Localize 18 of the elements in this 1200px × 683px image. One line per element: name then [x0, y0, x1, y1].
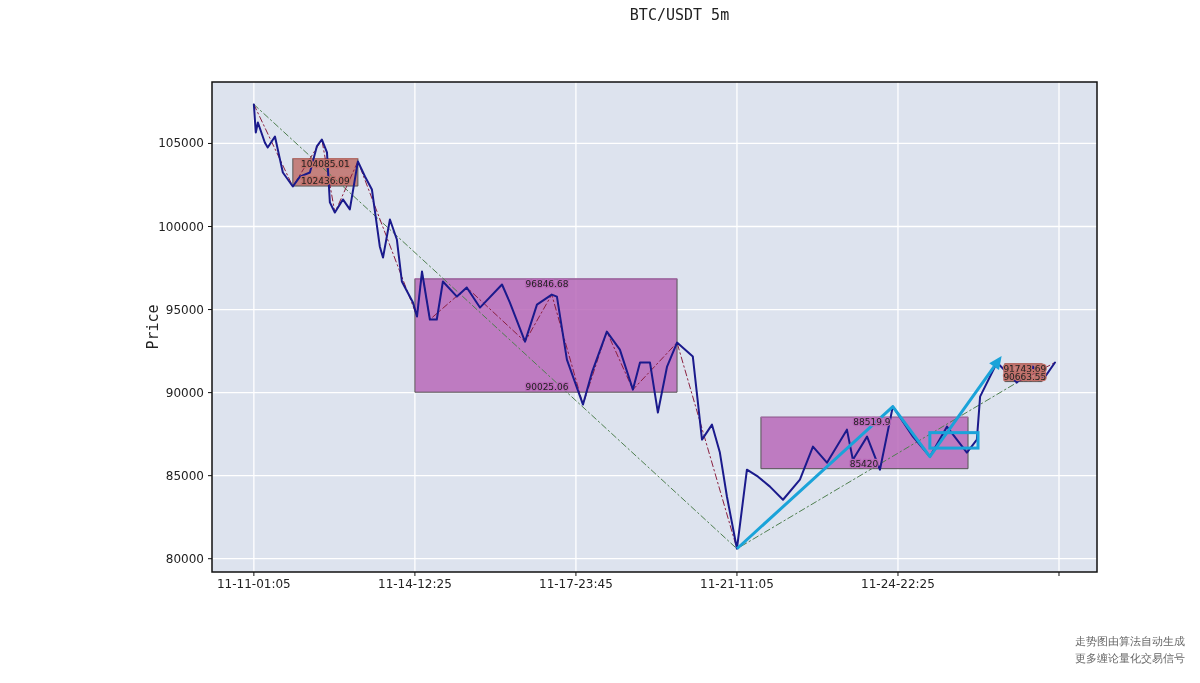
text: 走势图由算法自动生成 — [1075, 635, 1185, 648]
annotation: 96846.68 — [525, 278, 569, 289]
x-tick-label: 11-21-11:05 — [700, 577, 774, 591]
x-tick-label: 11-11-01:05 — [216, 577, 291, 591]
x-tick-label: 11-17-23:45 — [539, 577, 613, 591]
y-tick-label: 85000 — [165, 468, 204, 483]
y-tick-label: 90000 — [165, 385, 204, 400]
x-tick-label: 11-14-12:25 — [378, 577, 452, 591]
annotation: 85420 — [849, 458, 879, 469]
y-tick-label: 100000 — [158, 219, 204, 234]
y-axis-title: Price — [144, 304, 162, 350]
y-tick-label: 105000 — [158, 136, 204, 151]
text: 更多缠论量化交易信号 — [1075, 652, 1185, 665]
annotation: 90025.06 — [525, 382, 569, 393]
x-tick-label: 11-24-22:25 — [861, 577, 935, 591]
chart-title: BTC/USDT 5m — [629, 6, 730, 24]
y-tick-label: 80000 — [165, 551, 204, 566]
y-tick-label: 95000 — [165, 302, 204, 317]
